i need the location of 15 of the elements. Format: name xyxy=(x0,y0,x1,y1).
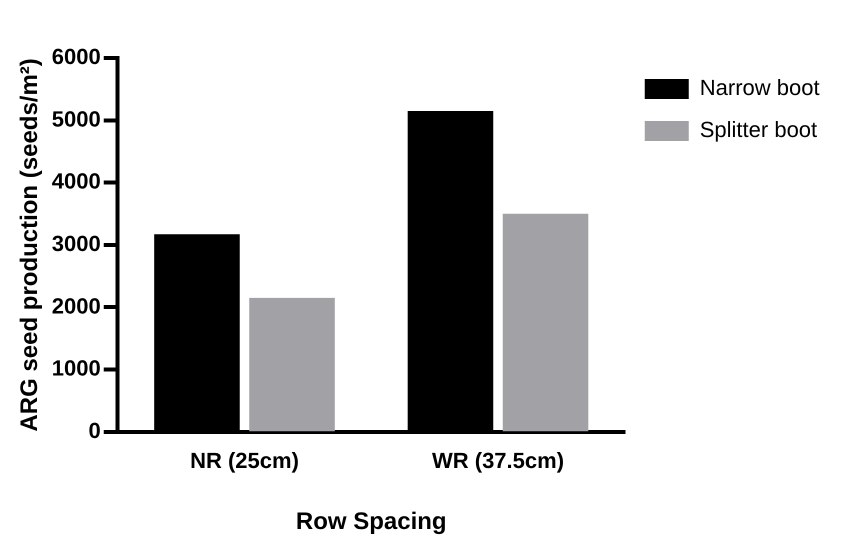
x-tick-label: NR (25cm) xyxy=(190,448,299,474)
y-axis-title: ARG seed production (seeds/m²) xyxy=(16,58,44,432)
x-tick-label: WR (37.5cm) xyxy=(432,448,564,474)
bar xyxy=(502,214,588,432)
y-tick-label: 2000 xyxy=(52,293,101,318)
y-tick-label: 6000 xyxy=(52,44,101,70)
y-tick-label: 3000 xyxy=(52,230,101,256)
y-tick-label: 4000 xyxy=(52,168,101,194)
y-tick-label: 5000 xyxy=(52,106,101,132)
legend-label: Splitter boot xyxy=(700,117,818,142)
y-tick-label: 0 xyxy=(88,418,101,443)
x-axis-title: Row Spacing xyxy=(296,508,447,536)
y-tick-label: 1000 xyxy=(52,356,101,381)
legend-label: Narrow boot xyxy=(700,75,820,100)
bar xyxy=(249,298,335,432)
